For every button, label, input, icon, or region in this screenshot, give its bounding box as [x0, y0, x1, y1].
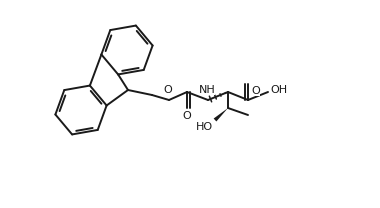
Text: O: O [164, 85, 173, 95]
Text: O: O [251, 86, 260, 96]
Text: HO: HO [196, 122, 213, 132]
Text: OH: OH [270, 85, 287, 95]
Text: O: O [183, 111, 192, 121]
Polygon shape [214, 108, 228, 121]
Text: NH: NH [199, 85, 215, 95]
